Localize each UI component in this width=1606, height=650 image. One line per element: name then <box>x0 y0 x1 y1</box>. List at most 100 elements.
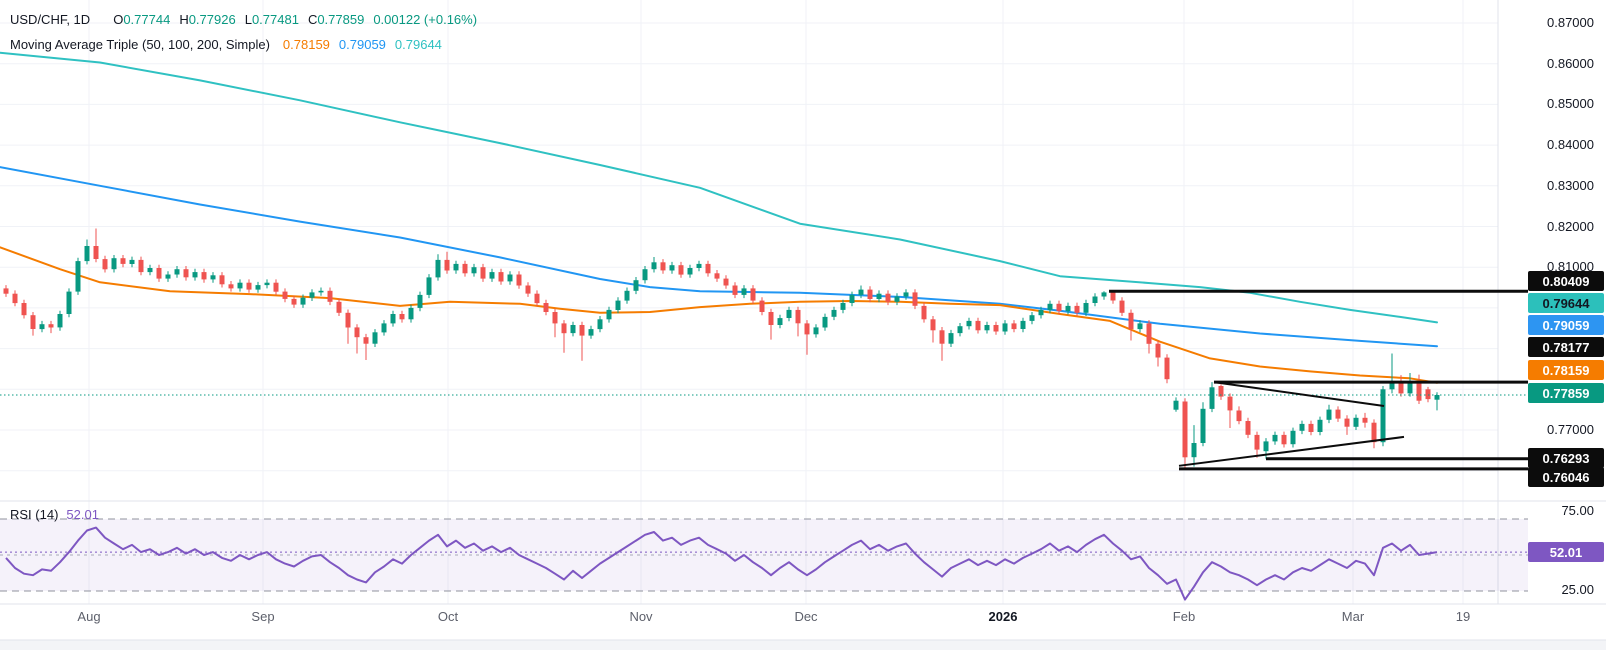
candle-body <box>372 332 378 344</box>
candle-body <box>1065 305 1071 312</box>
candle-body <box>903 292 909 297</box>
grid <box>0 0 1498 604</box>
candle-body <box>678 265 684 275</box>
candle-body <box>876 293 882 299</box>
candle-body <box>30 315 36 329</box>
candle-body <box>687 268 693 275</box>
candle-body <box>1389 382 1395 390</box>
candle-body <box>1191 443 1197 458</box>
candle-body <box>498 272 504 282</box>
candle-body <box>570 325 576 334</box>
candle-body <box>534 293 540 304</box>
candle-body <box>1146 323 1152 344</box>
trendlines[interactable] <box>1178 381 1405 467</box>
time-axis-label: Dec <box>794 609 818 624</box>
candle-body <box>129 259 135 264</box>
price-label-badge: 0.77859 <box>1528 383 1604 403</box>
candle-body <box>786 309 792 318</box>
candle-body <box>75 261 81 292</box>
candle-body <box>1029 315 1035 321</box>
high-label: H <box>179 12 189 27</box>
candle-body <box>1245 421 1251 435</box>
candle-body <box>741 288 747 295</box>
rsi-axis-tick: 75.00 <box>1561 503 1594 518</box>
price-axis-tick: 0.85000 <box>1547 96 1594 112</box>
candle-body <box>984 325 990 331</box>
candle-body <box>615 300 621 310</box>
candle-body <box>165 274 171 279</box>
candle-body <box>525 285 531 294</box>
candle-body <box>309 292 315 298</box>
candle-body <box>579 325 585 336</box>
candle-body <box>354 327 360 338</box>
candle-body <box>1173 400 1179 410</box>
candle-body <box>624 290 630 301</box>
candle-body <box>228 284 234 289</box>
candle-body <box>453 263 459 271</box>
candle-body <box>156 268 162 279</box>
candle-body <box>1155 343 1161 358</box>
candle-body <box>1353 417 1359 427</box>
trendline <box>1178 435 1405 467</box>
candle-body <box>768 312 774 325</box>
candle-body <box>381 323 387 333</box>
candle-body <box>336 301 342 313</box>
candle-body <box>1344 418 1350 427</box>
candle-body <box>930 319 936 331</box>
candle-body <box>507 274 513 282</box>
candle-body <box>777 318 783 325</box>
ma200-value: 0.79644 <box>394 37 442 52</box>
rsi-title[interactable]: RSI (14) <box>10 507 59 522</box>
price-levels[interactable] <box>1109 289 1528 471</box>
candle-body <box>219 275 225 285</box>
candle-body <box>705 263 711 274</box>
candle-body <box>1011 323 1017 330</box>
candle-body <box>264 282 270 286</box>
candle-body <box>147 268 153 273</box>
candle-body <box>975 320 981 331</box>
candle-body <box>957 326 963 334</box>
candle-body <box>867 289 873 299</box>
ma50-value: 0.78159 <box>282 37 330 52</box>
candle-body <box>804 323 810 335</box>
candle-body <box>1380 389 1386 443</box>
candle-body <box>1137 323 1143 330</box>
candle-body <box>39 324 45 330</box>
candle-body <box>1281 434 1287 445</box>
candle-body <box>669 265 675 271</box>
candle-body <box>66 291 72 314</box>
candle-body <box>1434 395 1440 400</box>
price-axis-tick: 0.86000 <box>1547 55 1594 71</box>
candle-body <box>201 272 207 280</box>
price-axis-tick: 0.82000 <box>1547 218 1594 234</box>
symbol-title[interactable]: USD/CHF, 1D <box>10 12 91 27</box>
ma-line <box>0 51 1438 324</box>
candle-body <box>1119 300 1125 313</box>
candle-body <box>48 324 54 328</box>
indicator-title[interactable]: Moving Average Triple (50, 100, 200, Sim… <box>10 37 270 52</box>
candle-body <box>660 262 666 271</box>
candle-body <box>1416 383 1422 401</box>
price-axis-tick: 0.77000 <box>1547 422 1594 437</box>
time-axis-label: Oct <box>437 609 459 624</box>
price-label-badge: 0.76293 <box>1528 448 1604 468</box>
candle-body <box>885 293 891 302</box>
candle-body <box>1272 434 1278 442</box>
candle-body <box>1371 422 1377 443</box>
low-value: 0.77481 <box>251 12 299 27</box>
candle-body <box>1299 423 1305 431</box>
candle-body <box>840 303 846 310</box>
candle-body <box>192 272 198 278</box>
candle-body <box>597 319 603 330</box>
candle-body <box>939 330 945 344</box>
candles-series <box>3 228 1440 469</box>
candle-body <box>561 323 567 334</box>
candle-body <box>1326 409 1332 420</box>
candle-body <box>300 297 306 305</box>
candle-body <box>210 275 216 280</box>
rsi-line <box>5 526 1438 601</box>
candle-body <box>138 259 144 273</box>
candle-body <box>1074 305 1080 313</box>
